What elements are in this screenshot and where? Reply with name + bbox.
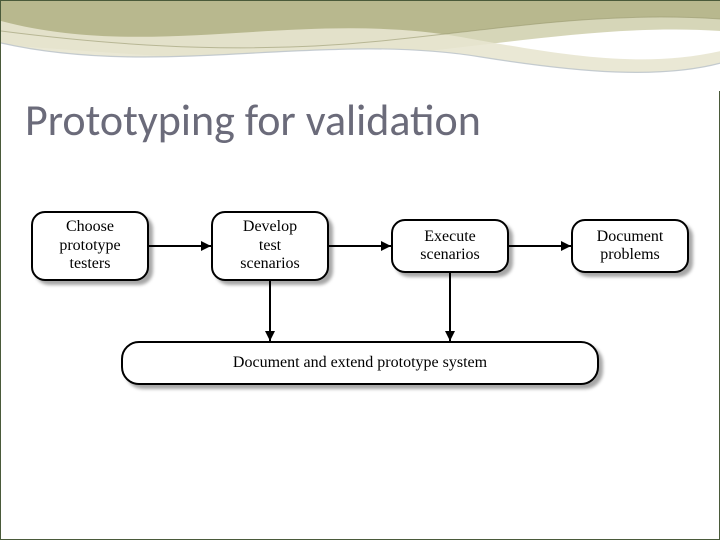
slide-title: Prototyping for validation [25, 93, 481, 147]
edges-svg [21, 211, 701, 411]
slide: Prototyping for validation Chooseprototy… [0, 0, 720, 540]
header-decoration [1, 1, 720, 91]
flowchart: Chooseprototypetesters Developtestscenar… [21, 211, 701, 471]
